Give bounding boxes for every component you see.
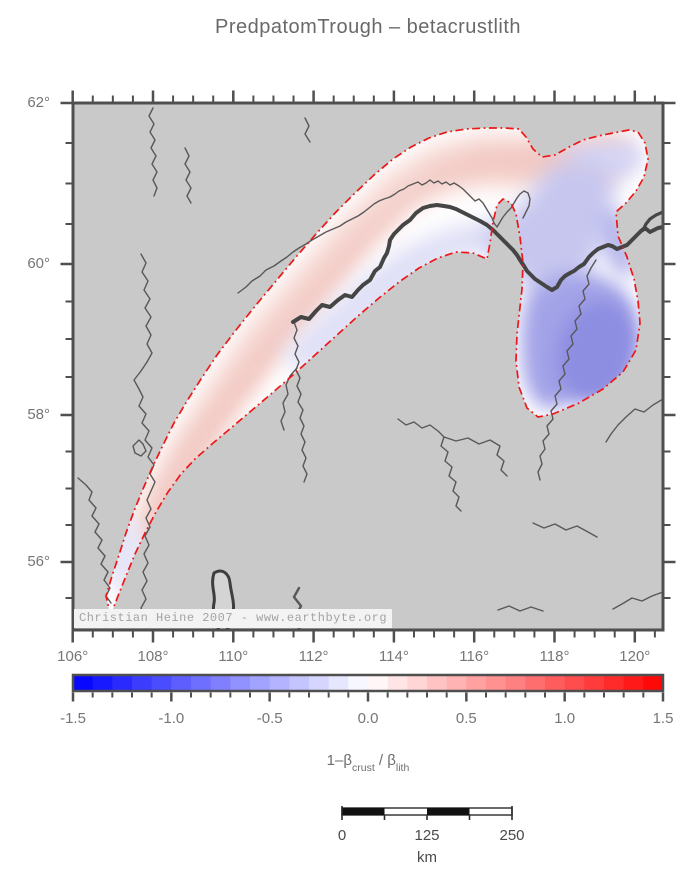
colorbar-cell <box>387 675 408 691</box>
axis-ticks <box>60 90 676 643</box>
river <box>293 321 308 483</box>
colorbar-tick-label: 0.5 <box>455 710 477 727</box>
river-main-branch <box>641 210 662 232</box>
scalebar-segment <box>342 808 385 815</box>
river <box>612 591 662 610</box>
colorbar-cell <box>112 675 133 691</box>
river <box>132 439 147 457</box>
colorbar-label-sub1: crust <box>351 762 375 774</box>
river <box>537 259 597 481</box>
river <box>237 179 531 294</box>
page-title: PredpatomTrough – betacrustlith <box>214 16 522 38</box>
colorbar-label-sub2: lith <box>395 762 410 774</box>
colorbar-cell <box>92 675 113 691</box>
scalebar <box>341 806 513 820</box>
colorbar-tick-label: 1.0 <box>554 710 576 727</box>
colorbar-cell <box>210 675 231 691</box>
colorbar-cell <box>250 675 271 691</box>
colorbar-cells <box>73 675 664 691</box>
colorbar-axis-label: 1–βcrust / βlith <box>73 752 663 774</box>
map-area <box>74 104 662 629</box>
colorbar-cell <box>348 675 369 691</box>
colorbar-cell <box>505 675 526 691</box>
river <box>133 253 156 627</box>
lat-tick-label: 56° <box>27 553 50 570</box>
river <box>77 477 112 604</box>
colorbar-cell <box>407 675 428 691</box>
colorbar-tick-label: 0.0 <box>357 710 379 727</box>
river-network <box>77 107 662 629</box>
river <box>605 399 662 443</box>
scalebar-tick-label: 125 <box>414 827 440 844</box>
lon-tick-label: 110° <box>218 648 249 665</box>
lat-tick-label: 60° <box>27 255 50 272</box>
scalebar-tick-label: 250 <box>499 827 525 844</box>
colorbar-cell <box>289 675 310 691</box>
lon-tick-label: 106° <box>57 648 89 665</box>
river <box>497 605 544 612</box>
positive-band-core <box>135 140 628 552</box>
colorbar-tick-label: -1.0 <box>158 710 185 727</box>
scalebar-unit: km <box>417 849 437 866</box>
river <box>304 117 311 143</box>
colorbar-cell <box>230 675 251 691</box>
colorbar-cell <box>604 675 625 691</box>
lon-tick-label: 118° <box>539 648 570 665</box>
colorbar-cell <box>132 675 153 691</box>
colorbar-cell <box>584 675 605 691</box>
colorbar-cell <box>328 675 349 691</box>
river <box>148 107 158 197</box>
scalebar-segment <box>427 808 470 815</box>
river <box>184 147 192 204</box>
watermark: Christian Heine 2007 - www.earthbyte.org <box>74 609 393 628</box>
colorbar-cell <box>446 675 467 691</box>
colorbar-label-mid: / β <box>374 752 396 769</box>
river <box>443 436 508 477</box>
lon-tick-label: 116° <box>459 648 490 665</box>
colorbar-tick-label: -1.5 <box>60 710 86 727</box>
colorbar-cell <box>525 675 546 691</box>
lon-tick-label: 114° <box>378 648 409 665</box>
lat-tick-label: 58° <box>27 406 50 423</box>
colorbar-cell <box>643 675 664 691</box>
colorbar-frame <box>71 673 665 693</box>
colorbar-tick-label: 1.5 <box>652 710 674 727</box>
colorbar-cell <box>466 675 487 691</box>
colorbar-cell <box>151 675 172 691</box>
negative-lobe-east <box>596 205 637 280</box>
colorbar-cell <box>623 675 644 691</box>
lon-tick-label: 108° <box>137 648 169 665</box>
colorbar-cell <box>427 675 448 691</box>
colorbar-label-pre: 1–β <box>326 752 352 769</box>
colorbar-cell <box>171 675 192 691</box>
colorbar-tick-label: -0.5 <box>256 710 283 727</box>
river <box>397 418 462 512</box>
lat-tick-label: 62° <box>27 94 50 111</box>
lon-tick-label: 120° <box>619 648 651 665</box>
scalebar-tick-label: 0 <box>337 827 347 844</box>
colorbar-cell <box>309 675 330 691</box>
trough-boundary <box>105 127 649 618</box>
colorbar-cell <box>368 675 389 691</box>
colorbar-cell <box>564 675 585 691</box>
colorbar-cell <box>191 675 212 691</box>
river <box>532 522 598 538</box>
map-frame <box>71 101 665 632</box>
lon-tick-label: 112° <box>298 648 329 665</box>
colorbar-cell <box>486 675 507 691</box>
colorbar-cell <box>73 675 94 691</box>
colorbar-cell <box>545 675 566 691</box>
colorbar-ticks <box>71 692 665 702</box>
river-main <box>291 203 662 324</box>
colorbar-cell <box>269 675 290 691</box>
